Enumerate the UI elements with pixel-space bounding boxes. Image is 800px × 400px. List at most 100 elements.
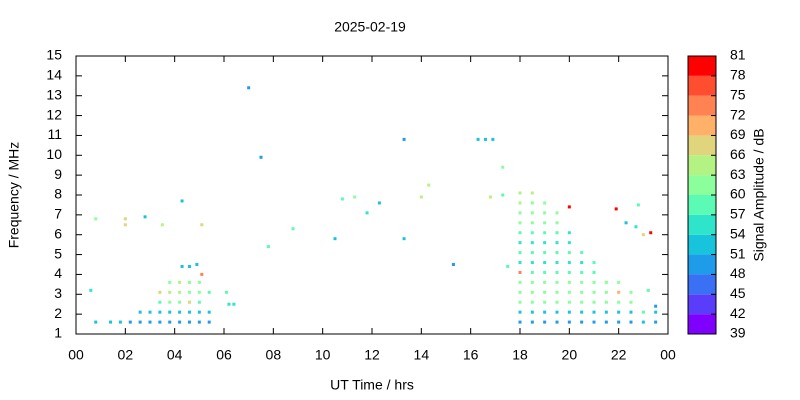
data-cell [634, 225, 638, 229]
data-cell [654, 304, 658, 308]
data-cell [543, 221, 547, 225]
data-cell [518, 191, 522, 195]
data-cell [636, 203, 640, 207]
data-cell [518, 320, 522, 324]
data-cell [419, 195, 423, 199]
y-tick-label: 3 [54, 285, 62, 301]
data-cell [483, 137, 487, 141]
data-cell [641, 320, 645, 324]
data-cell [617, 310, 621, 314]
data-cell [654, 320, 658, 324]
data-cell [158, 300, 162, 304]
colorbar-tick-label: 39 [730, 325, 746, 341]
data-cell [604, 280, 608, 284]
data-cell [197, 300, 201, 304]
data-cell [617, 290, 621, 294]
data-cell [624, 221, 628, 225]
data-cell [629, 290, 633, 294]
data-cell [604, 300, 608, 304]
data-cell [555, 310, 559, 314]
data-cell [94, 320, 98, 324]
data-cell [377, 201, 381, 205]
data-cell [207, 310, 211, 314]
colorbar-band [688, 254, 716, 275]
x-tick-label: 12 [364, 347, 380, 363]
data-cell [567, 290, 571, 294]
data-cell [138, 310, 142, 314]
data-cell [333, 237, 337, 241]
colorbar-band [688, 115, 716, 136]
data-cell [530, 251, 534, 255]
data-cell [168, 310, 172, 314]
data-cell [580, 251, 584, 255]
y-tick-label: 5 [54, 245, 62, 261]
colorbar-band [688, 314, 716, 334]
data-cell [94, 217, 98, 221]
data-cell [592, 320, 596, 324]
data-cell [197, 310, 201, 314]
colorbar-tick-label: 69 [730, 126, 746, 142]
y-tick-label: 9 [54, 166, 62, 182]
y-tick-label: 11 [47, 126, 62, 142]
data-cell [617, 320, 621, 324]
data-cell [592, 290, 596, 294]
data-cell [123, 217, 127, 221]
data-cell [518, 310, 522, 314]
colorbar-band [688, 234, 716, 255]
data-cell [232, 302, 236, 306]
data-cell [604, 320, 608, 324]
data-cell [530, 241, 534, 245]
data-cell [506, 264, 510, 268]
data-cell [580, 300, 584, 304]
data-cell [451, 263, 455, 266]
colorbar-tick-label: 45 [730, 285, 746, 301]
colorbar-tick-label: 42 [730, 305, 746, 321]
data-cell [543, 300, 547, 304]
data-cell [555, 270, 559, 274]
data-cell [629, 310, 633, 314]
data-cell [641, 310, 645, 314]
data-cell [158, 320, 162, 324]
data-cell [195, 263, 199, 266]
data-cell [178, 280, 182, 284]
data-cell [530, 261, 534, 265]
y-tick-label: 8 [54, 186, 62, 202]
colorbar-band [688, 214, 716, 235]
data-cell [654, 310, 658, 314]
data-cell [518, 251, 522, 255]
data-cell [207, 290, 211, 294]
data-cell [247, 86, 251, 90]
data-cell [629, 300, 633, 304]
colorbar-band [688, 274, 716, 295]
data-cell [580, 310, 584, 314]
data-cell [592, 261, 596, 265]
x-tick-label: 16 [463, 347, 479, 363]
data-cell [197, 320, 201, 324]
data-cell [543, 270, 547, 274]
y-tick-label: 4 [54, 265, 62, 281]
data-cell [168, 300, 172, 304]
data-cell [200, 223, 204, 227]
data-cell [259, 155, 263, 159]
data-cell [340, 197, 344, 201]
data-cell [158, 310, 162, 314]
data-cell [543, 211, 547, 215]
data-cell [227, 302, 231, 306]
y-tick-label: 15 [46, 47, 62, 63]
colorbar-band [688, 135, 716, 156]
data-cell [178, 300, 182, 304]
data-cell [580, 320, 584, 324]
y-tick-label: 12 [46, 106, 62, 122]
y-tick-label: 14 [46, 67, 62, 83]
data-cell [555, 300, 559, 304]
data-cell [178, 320, 182, 324]
colorbar-band [688, 95, 716, 116]
x-tick-label: 08 [266, 347, 282, 363]
data-cell [530, 231, 534, 235]
data-cell [197, 280, 201, 284]
data-cell [224, 290, 228, 294]
data-cell [592, 270, 596, 274]
data-cell [614, 207, 618, 211]
data-cell [148, 320, 152, 324]
data-cell [567, 320, 571, 324]
